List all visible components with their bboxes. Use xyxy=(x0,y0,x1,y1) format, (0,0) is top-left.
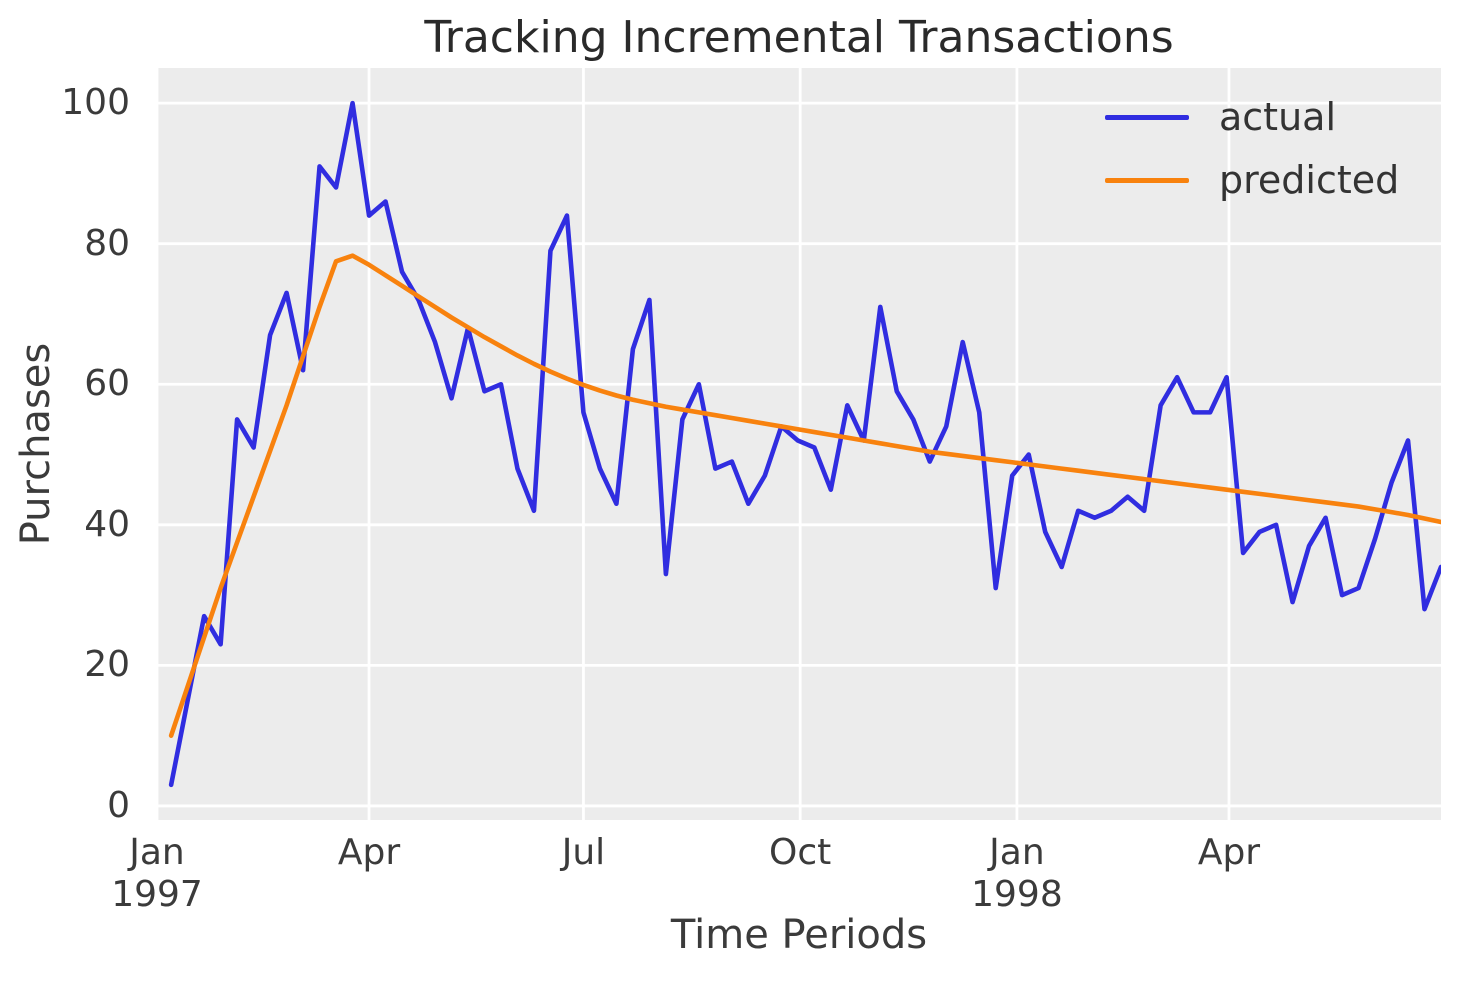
y-tick-label: 100 xyxy=(61,82,130,124)
legend: actual predicted xyxy=(1105,94,1399,220)
x-tick-label: Oct xyxy=(769,832,832,873)
x-tick-label: Apr xyxy=(1197,832,1261,873)
legend-item-predicted: predicted xyxy=(1105,157,1399,203)
y-tick-label: 80 xyxy=(84,222,130,264)
chart-title: Tracking Incremental Transactions xyxy=(424,12,1174,63)
y-tick-label: 60 xyxy=(84,363,130,405)
actual-line xyxy=(168,100,1441,788)
chart-canvas xyxy=(157,68,1441,820)
legend-label-actual: actual xyxy=(1219,95,1337,139)
predicted-line xyxy=(168,253,1441,738)
y-tick-label: 0 xyxy=(107,784,130,826)
y-tick-label: 20 xyxy=(84,644,130,686)
actual-line-swatch xyxy=(1105,114,1189,120)
predicted-line-swatch xyxy=(1105,177,1189,183)
plot-area: actual predicted xyxy=(157,68,1441,820)
x-tick-label: Apr xyxy=(337,832,401,873)
x-tick-label: Jan 1998 xyxy=(971,832,1063,915)
legend-item-actual: actual xyxy=(1105,94,1399,140)
legend-label-predicted: predicted xyxy=(1219,158,1400,202)
x-tick-label: Jul xyxy=(561,832,606,873)
x-axis-label: Time Periods xyxy=(670,912,928,958)
y-tick-label: 40 xyxy=(84,503,130,545)
x-tick-label: Jan 1997 xyxy=(111,832,203,915)
